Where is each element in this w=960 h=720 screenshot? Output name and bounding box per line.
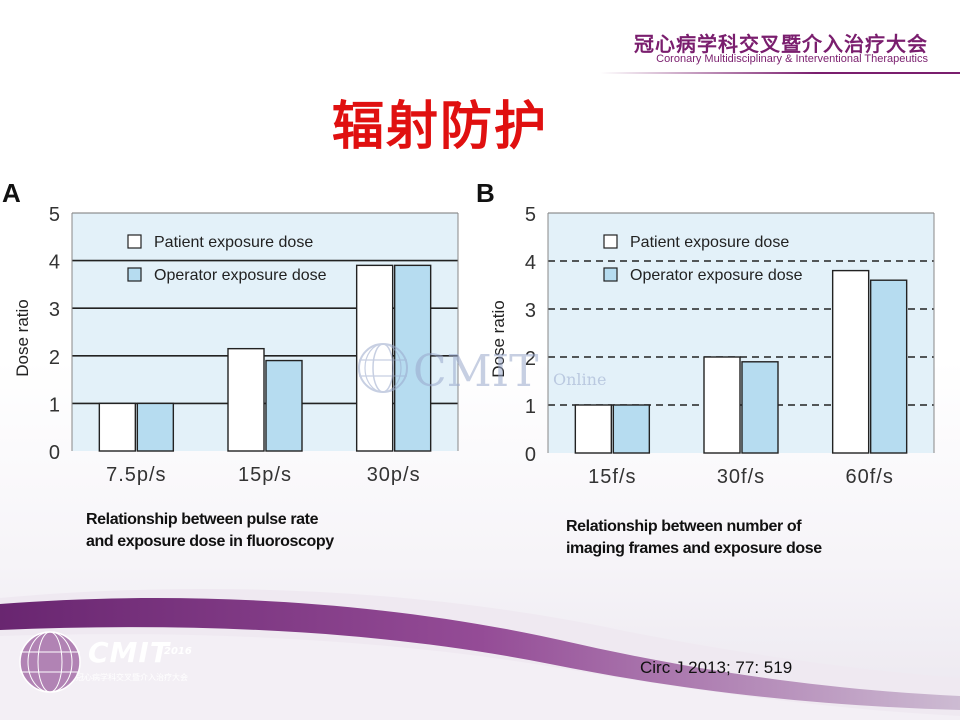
logo-text: CMIT: [88, 636, 170, 669]
globe-icon: [358, 343, 408, 393]
chart-b-y-axis-label: Dose ratio: [489, 300, 508, 377]
caption-a-line-2: and exposure dose in fluoroscopy: [86, 533, 334, 550]
chart-a-y-tick-label: 0: [49, 442, 60, 464]
caption-b-line-2: imaging frames and exposure dose: [566, 540, 822, 557]
caption-b: Relationship between number of imaging f…: [566, 516, 822, 560]
organizer-name-chinese: 冠心病学科交叉暨介入治疗大会: [634, 32, 928, 56]
chart-a-legend-swatch: [127, 267, 142, 282]
chart-b-y-tick-label: 0: [525, 444, 536, 466]
chart-a-y-tick-label: 3: [49, 299, 60, 321]
chart-b-x-tick-label: 15f/s: [588, 466, 636, 488]
caption-b-line-1: Relationship between number of: [566, 518, 802, 535]
chart-a-bar-operator: [393, 264, 432, 452]
chart-a-y-tick-label: 1: [49, 394, 60, 416]
chart-a-bar-patient: [98, 402, 137, 452]
chart-a-legend-label: Patient exposure dose: [154, 234, 313, 251]
chart-b-bar-operator: [741, 361, 779, 454]
chart-b-bar-operator: [869, 279, 908, 454]
chart-a-y-axis-label: Dose ratio: [13, 299, 32, 376]
cmit-logo: CMIT 2016 冠心病学科交叉暨介入治疗大会: [16, 628, 196, 704]
chart-b-y-tick-label: 3: [525, 300, 536, 322]
watermark: CMIT Online: [355, 340, 625, 400]
chart-a-x-tick-label: 30p/s: [367, 464, 421, 486]
panel-letter-b: B: [476, 178, 495, 208]
chart-a-x-tick-label: 7.5p/s: [106, 464, 166, 486]
chart-a-x-tick-label: 15p/s: [238, 464, 292, 486]
chart-b-plot-background: [548, 213, 934, 453]
citation: Circ J 2013; 77: 519: [640, 658, 793, 677]
slide-title: 辐射防护: [331, 96, 548, 157]
chart-b-bar-patient: [831, 269, 870, 454]
panel-letter-a: A: [2, 178, 21, 208]
chart-a-legend-label: Operator exposure dose: [154, 267, 327, 284]
chart-b-legend-label: Operator exposure dose: [630, 267, 803, 284]
chart-b-y-tick-label: 1: [525, 396, 536, 418]
chart-b-x-tick-label: 60f/s: [845, 466, 893, 488]
chart-a-y-tick-label: 2: [49, 347, 60, 369]
caption-a: Relationship between pulse rate and expo…: [86, 509, 334, 553]
chart-b-legend-swatch: [603, 267, 618, 282]
chart-a-bar-patient: [227, 347, 265, 452]
watermark-text: CMIT: [413, 346, 539, 397]
chart-b-bar-patient: [574, 404, 613, 454]
chart-a-legend-swatch: [127, 234, 142, 249]
chart-a-y-tick-label: 5: [49, 204, 60, 226]
watermark-small-text: Online: [553, 370, 607, 389]
chart-a-bar-operator: [136, 402, 175, 452]
chart-b-legend-swatch: [603, 234, 618, 249]
chart-b-x-tick-label: 30f/s: [717, 466, 765, 488]
chart-a-bar-operator: [265, 359, 303, 452]
logo-year: 2016: [164, 646, 192, 657]
chart-a: 0 1 2 3 4 5 Dose ratio 7.5p/s 15p/s 30p/s Patient …: [13, 204, 459, 486]
chart-b-bar-operator: [612, 404, 651, 454]
chart-b-y-tick-label: 4: [525, 252, 536, 274]
chart-b: 0 1 2 3 4 5 Dose ratio 15f/s 30f/s 60f/s Patient e…: [489, 204, 935, 488]
caption-a-line-1: Relationship between pulse rate: [86, 511, 319, 528]
chart-b-y-tick-label: 2: [525, 348, 536, 370]
chart-b-bar-patient: [703, 356, 741, 454]
chart-a-y-tick-label: 4: [49, 252, 60, 274]
header-divider: [600, 72, 960, 74]
chart-a-plot-background: [72, 213, 458, 451]
organizer-name-english: Coronary Multidisciplinary & Interventio…: [656, 53, 928, 65]
logo-globe-icon: [19, 631, 81, 693]
chart-b-legend-label: Patient exposure dose: [630, 234, 789, 251]
footer-band: [0, 588, 960, 720]
chart-b-y-tick-label: 5: [525, 204, 536, 226]
logo-subtitle: 冠心病学科交叉暨介入治疗大会: [76, 673, 188, 682]
